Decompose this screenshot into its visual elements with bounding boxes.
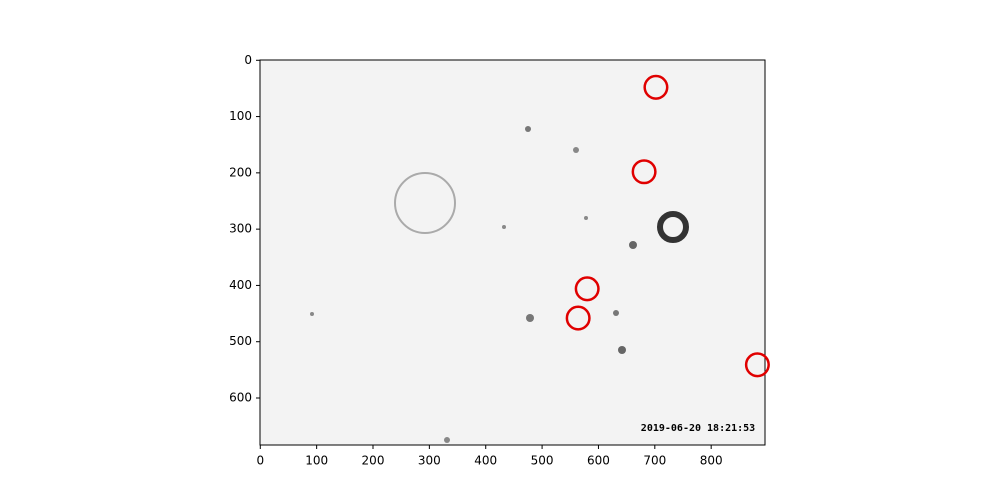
y-tick-label: 500 [229, 334, 252, 348]
particle [526, 314, 534, 322]
detection-circle [631, 159, 657, 185]
y-tick-label: 300 [229, 222, 252, 236]
x-tick-label: 100 [305, 454, 328, 468]
particle [525, 126, 531, 132]
x-tick-label: 600 [587, 454, 610, 468]
image [260, 60, 765, 445]
particle [310, 312, 314, 316]
particle [613, 310, 619, 316]
y-tick-label: 100 [229, 109, 252, 123]
x-tick-label: 800 [700, 454, 723, 468]
image-background [260, 60, 765, 445]
detection-circle [744, 352, 770, 378]
x-tick-label: 0 [256, 454, 264, 468]
particle [618, 346, 626, 354]
bubble [394, 172, 456, 234]
y-tick-label: 0 [244, 53, 252, 67]
timestamp: 2019-06-20 18:21:53 [641, 423, 755, 434]
x-tick-label: 300 [418, 454, 441, 468]
detection-circle [574, 276, 600, 302]
axes-frame [259, 59, 766, 446]
particle [629, 241, 637, 249]
particle [584, 216, 588, 220]
x-tick-label: 400 [474, 454, 497, 468]
particle [502, 225, 506, 229]
y-tick-label: 600 [229, 391, 252, 405]
x-tick-label: 700 [643, 454, 666, 468]
particle [444, 437, 450, 443]
bubble [657, 211, 689, 243]
x-tick-label: 500 [531, 454, 554, 468]
y-tick-label: 400 [229, 278, 252, 292]
detection-circle [643, 74, 669, 100]
y-tick-label: 200 [229, 165, 252, 179]
detection-circle [565, 305, 591, 331]
particle [573, 147, 579, 153]
x-tick-label: 200 [362, 454, 385, 468]
